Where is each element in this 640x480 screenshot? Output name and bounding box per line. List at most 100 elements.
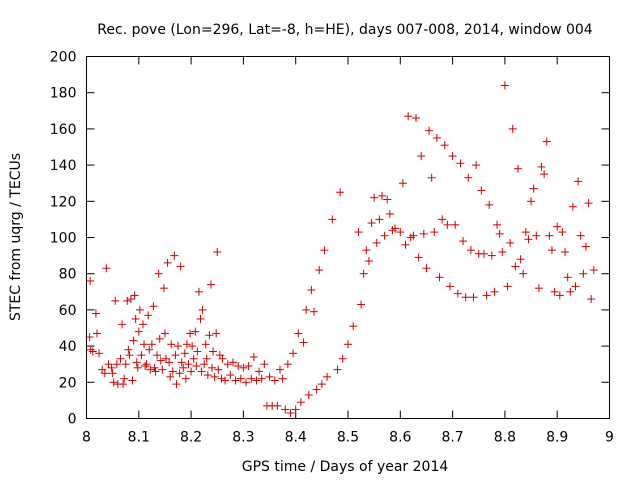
data-point [561,247,570,256]
data-point [128,376,137,385]
data-point [125,351,134,360]
data-point [200,360,209,369]
data-point [323,372,332,381]
data-point [126,295,135,304]
data-point [278,374,287,383]
data-point [167,340,176,349]
data-point [118,320,127,329]
data-point [370,193,379,202]
data-point [359,269,368,278]
data-point [589,266,598,275]
data-point [177,358,186,367]
data-point [221,376,230,385]
data-point [95,349,104,358]
data-point [147,340,156,349]
data-point [198,305,207,314]
data-point [188,342,197,351]
data-point [461,293,470,302]
data-point [485,200,494,209]
data-point [542,137,551,146]
data-point [490,287,499,296]
data-point [555,291,564,300]
data-point [158,365,167,374]
data-point [180,349,189,358]
data-point [396,228,405,237]
data-point [151,367,160,376]
data-point [587,295,596,304]
data-point [425,126,434,135]
data-point [304,390,313,399]
data-point [160,329,169,338]
data-point [194,287,203,296]
y-tick-label: 100 [50,231,77,247]
data-point [257,374,266,383]
data-point [156,356,165,365]
data-point [201,340,210,349]
x-tick-label: 8 [82,430,91,446]
data-point [124,345,133,354]
data-point [109,378,118,387]
data-point [456,159,465,168]
data-point [380,231,389,240]
data-point [493,220,502,229]
data-point [102,264,111,273]
data-point [581,242,590,251]
data-point [171,351,180,360]
data-point [205,331,214,340]
data-point [270,376,279,385]
data-point [255,367,264,376]
data-point [165,358,174,367]
data-point [338,354,347,363]
data-point [132,358,141,367]
y-tick-label: 40 [59,339,77,355]
data-point [477,186,486,195]
data-point [142,360,151,369]
data-point [317,380,326,389]
data-point [242,378,251,387]
data-point [409,231,418,240]
data-point [579,269,588,278]
data-point [521,228,530,237]
data-point [576,231,585,240]
data-point [516,255,525,264]
data-point [130,291,139,300]
data-point [244,362,253,371]
data-point [320,246,329,255]
data-point [372,238,381,247]
data-point [307,285,316,294]
data-point [172,380,181,389]
data-point [357,300,366,309]
x-tick-label: 8.8 [494,430,516,446]
data-point [427,173,436,182]
data-point [208,363,217,372]
data-point [159,284,168,293]
data-point [310,307,319,316]
data-point [92,329,101,338]
data-point [385,209,394,218]
data-point [445,282,454,291]
y-tick-label: 160 [50,122,77,138]
data-point [432,133,441,142]
data-point [532,231,541,240]
data-point [401,240,410,249]
data-point [181,374,190,383]
data-point [252,376,261,385]
data-point [430,228,439,237]
data-point [312,385,321,394]
data-point [116,354,125,363]
data-point [534,284,543,293]
data-point [186,329,195,338]
data-point [212,329,221,338]
data-point [108,369,117,378]
data-point [391,224,400,233]
data-point [299,338,308,347]
data-point [506,238,515,247]
data-point [283,360,292,369]
data-point [302,305,311,314]
data-point [223,360,232,369]
data-point [524,235,533,244]
data-point [286,409,295,418]
x-tick-label: 8.7 [441,430,463,446]
data-point [479,249,488,258]
